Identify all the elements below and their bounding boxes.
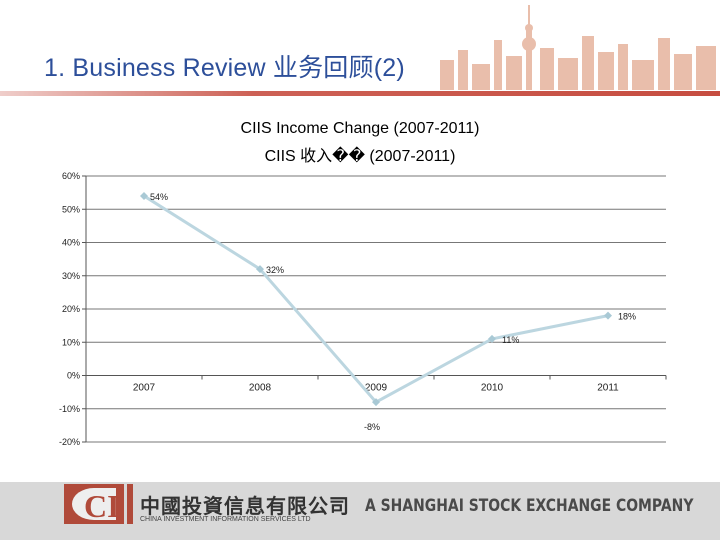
- footer-tagline: A SHANGHAI STOCK EXCHANGE COMPANY: [365, 496, 694, 516]
- x-tick-label: 2007: [133, 383, 156, 394]
- y-tick-label: -10%: [59, 404, 80, 414]
- x-tick-label: 2008: [249, 383, 272, 394]
- company-logo: CI: [64, 484, 124, 524]
- chart-data-labels: 54% 32% -8% 11% 18%: [150, 192, 636, 432]
- chart-series: [140, 191, 612, 407]
- data-point: [488, 334, 496, 343]
- x-tick-label: 2009: [365, 383, 388, 394]
- y-tick-label: 30%: [62, 271, 80, 281]
- y-tick-label: 60%: [62, 171, 80, 181]
- x-axis-tick-labels: 2007 2008 2009 2010 2011: [133, 383, 619, 394]
- data-label: -8%: [364, 422, 380, 432]
- y-tick-label: 40%: [62, 238, 80, 248]
- income-change-line-chart: 60%50%40%30%20%10%0%-10%-20% 2007 2008 200…: [59, 171, 667, 447]
- data-label: 54%: [150, 192, 168, 202]
- data-point: [604, 311, 612, 320]
- data-point: [372, 398, 380, 407]
- y-tick-label: -20%: [59, 437, 80, 447]
- chart-subtitle: CIIS 收入�� (2007-2011): [264, 148, 456, 165]
- chart-gridlines: [82, 175, 667, 443]
- logo-divider: [127, 484, 133, 524]
- logo-letters: CI: [84, 488, 120, 524]
- header-divider: [0, 91, 720, 96]
- y-tick-label: 50%: [62, 204, 80, 214]
- series-line: [143, 194, 609, 404]
- slide-title: 1. Business Review 业务回顾(2): [44, 54, 405, 82]
- y-axis-tick-labels: 60% 50% 40% 30% 20% 10% 0% -10% -20%: [59, 171, 80, 447]
- city-skyline-graphic: [440, 5, 716, 90]
- company-name-english: CHINA INVESTMENT INFORMATION SERVICES LT…: [140, 516, 311, 523]
- chart-title: CIIS Income Change (2007-2011): [240, 120, 480, 137]
- data-label: 11%: [502, 335, 519, 345]
- y-tick-label: 10%: [62, 337, 80, 347]
- x-tick-label: 2011: [597, 383, 619, 394]
- y-tick-label: 0%: [67, 371, 80, 381]
- data-point: [140, 191, 148, 200]
- y-tick-label: 20%: [62, 304, 80, 314]
- x-tick-label: 2010: [481, 383, 504, 394]
- data-label: 18%: [618, 312, 636, 322]
- company-name-chinese: 中國投資信息有限公司: [140, 494, 350, 518]
- data-label: 32%: [266, 265, 284, 275]
- data-point: [256, 265, 264, 274]
